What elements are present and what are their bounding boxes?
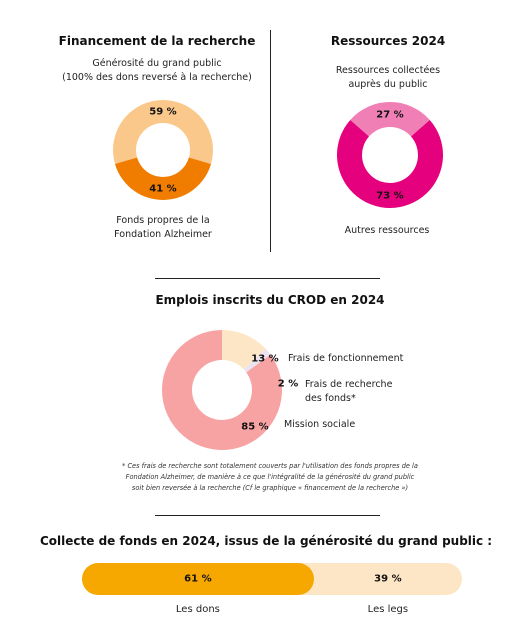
chart-title: Financement de la recherche <box>58 34 256 48</box>
value-label: 61 % <box>184 573 212 585</box>
footnote: * Ces frais de recherche sont totalement… <box>122 462 418 492</box>
category-label: Frais de recherche des fonds* <box>305 379 393 404</box>
chart-title: Ressources 2024 <box>330 34 446 48</box>
donut-slice <box>162 330 282 451</box>
value-label: 41 % <box>149 183 177 194</box>
value-label: 85 % <box>241 421 269 433</box>
donut-slice <box>222 330 266 370</box>
donut-slice <box>243 348 271 373</box>
bar-segment <box>297 563 462 595</box>
donut-slice <box>114 157 212 200</box>
category-label: Fonds propres de la Fondation Alzheimer <box>114 215 212 240</box>
bar-segment <box>82 563 314 595</box>
chart-title: Emplois inscrits du CROD en 2024 <box>155 293 385 307</box>
divider <box>155 515 380 516</box>
donut-slice <box>337 119 443 209</box>
category-label: Générosité du grand public (100% des don… <box>62 58 252 83</box>
category-label: Mission sociale <box>284 419 356 430</box>
value-label: 2 % <box>277 378 299 390</box>
category-label: Ressources collectées auprès du public <box>335 65 441 90</box>
value-label: 27 % <box>376 109 404 120</box>
donut-slice <box>112 99 213 164</box>
divider <box>270 30 271 252</box>
value-label: 73 % <box>376 190 404 201</box>
value-label: 13 % <box>251 353 279 365</box>
category-label: Les dons <box>175 604 220 615</box>
donut-slice <box>350 102 430 137</box>
divider <box>155 278 380 279</box>
category-label: Les legs <box>367 604 409 615</box>
category-label: Frais de fonctionnement <box>288 353 404 364</box>
value-label: 39 % <box>374 573 402 585</box>
category-label: Autres ressources <box>344 225 430 236</box>
value-label: 59 % <box>149 106 177 117</box>
chart-title: Collecte de fonds en 2024, issus de la g… <box>40 534 493 548</box>
